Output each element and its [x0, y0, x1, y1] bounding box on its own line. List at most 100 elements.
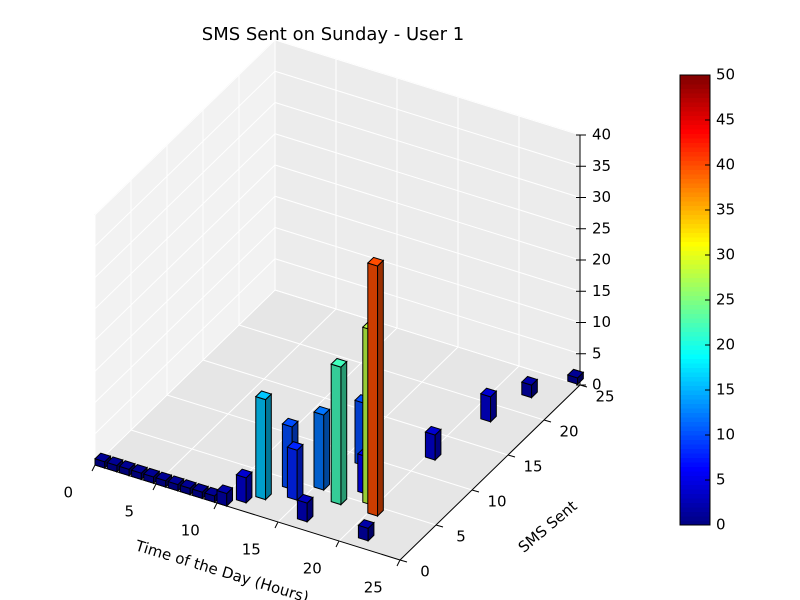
- colorbar-segment: [680, 241, 710, 247]
- colorbar-segment: [680, 399, 710, 404]
- colorbar-segment: [680, 435, 710, 440]
- colorbar-segment: [680, 196, 710, 202]
- colorbar-segment: [680, 75, 710, 80]
- colorbar-segment: [680, 394, 710, 400]
- colorbar-segment: [680, 376, 710, 382]
- y-tick: [507, 454, 516, 458]
- colorbar-segment: [680, 142, 710, 148]
- colorbar-segment: [680, 97, 710, 103]
- grid-line: [94, 39, 581, 216]
- colorbar-segment: [680, 318, 710, 323]
- bar-side: [377, 259, 384, 518]
- grid-line: [94, 258, 581, 435]
- z-tick-label: 0: [592, 376, 602, 394]
- x-tick: [396, 559, 401, 567]
- colorbar-segment: [680, 156, 710, 161]
- x-tick-label: 0: [64, 484, 74, 502]
- colorbar-segment: [680, 295, 710, 301]
- colorbar-segment: [680, 457, 710, 463]
- bar: [424, 425, 442, 462]
- colorbar-segment: [680, 183, 710, 188]
- x-tick: [335, 540, 340, 548]
- bar: [235, 468, 253, 505]
- x-tick-label: 20: [303, 560, 322, 578]
- grid-line: [94, 289, 581, 466]
- colorbar-segment: [680, 336, 710, 341]
- colorbar-segment: [680, 475, 710, 481]
- bar: [94, 452, 112, 470]
- colorbar-segment: [680, 255, 710, 260]
- grid-line: [94, 195, 581, 372]
- bar-side: [323, 408, 331, 492]
- colorbar-segment: [680, 453, 710, 458]
- bar-top: [286, 441, 304, 451]
- x-tick-label: 5: [125, 503, 135, 521]
- z-tick-label: 40: [592, 126, 611, 144]
- colorbar-segment: [680, 309, 710, 314]
- colorbar-segment: [680, 219, 710, 224]
- colorbar-segment: [680, 273, 710, 278]
- colorbar-tick-label: 50: [716, 66, 735, 84]
- colorbar-segment: [680, 444, 710, 449]
- colorbar-segment: [680, 480, 710, 485]
- colorbar-segment: [680, 313, 710, 319]
- colorbar-segment: [680, 178, 710, 184]
- colorbar-segment: [680, 205, 710, 211]
- colorbar-segment: [680, 151, 710, 157]
- colorbar-segment: [680, 88, 710, 94]
- colorbar-segment: [680, 466, 710, 472]
- colorbar-segment: [680, 349, 710, 355]
- colorbar-segment: [680, 502, 710, 508]
- bar: [479, 387, 498, 424]
- x-tick-label: 10: [181, 522, 200, 540]
- colorbar-segment: [680, 331, 710, 337]
- y-axis-line: [399, 384, 581, 561]
- z-tick-label: 15: [592, 282, 611, 300]
- colorbar-segment: [680, 268, 710, 274]
- bar-top: [254, 390, 273, 401]
- colorbar-segment: [680, 160, 710, 166]
- colorbar-segment: [680, 327, 710, 332]
- colorbar-tick-label: 10: [716, 426, 735, 444]
- colorbar-segment: [680, 507, 710, 512]
- bar-front: [296, 499, 308, 523]
- colorbar-segment: [680, 246, 710, 251]
- colorbar-segment: [680, 79, 710, 85]
- bar-top: [520, 375, 539, 386]
- bar-top: [313, 405, 331, 416]
- y-tick-label: 25: [595, 388, 614, 406]
- colorbar-segment: [680, 381, 710, 386]
- colorbar-tick-label: 5: [716, 471, 726, 489]
- bar: [142, 467, 161, 485]
- bar: [296, 493, 314, 524]
- bar: [167, 475, 185, 493]
- y-tick-label: 20: [559, 423, 578, 441]
- bar-top: [235, 468, 253, 479]
- colorbar-segment: [680, 192, 710, 197]
- colorbar-segment: [680, 174, 710, 179]
- x-axis-label: Time of the Day (Hours): [132, 536, 310, 600]
- colorbar-segment: [680, 106, 710, 112]
- colorbar-segment: [680, 354, 710, 359]
- x-tick: [274, 521, 279, 529]
- colorbar-segment: [680, 426, 710, 431]
- colorbar-segment: [680, 367, 710, 373]
- colorbar-tick-label: 0: [716, 516, 726, 534]
- bar-front: [313, 411, 325, 491]
- y-tick-label: 5: [456, 528, 466, 546]
- bar: [330, 357, 348, 506]
- bar-top: [142, 467, 161, 478]
- bar-top: [155, 471, 173, 482]
- colorbar-segment: [680, 484, 710, 490]
- colorbar-segment: [680, 232, 710, 238]
- bar: [366, 256, 385, 518]
- colorbar-segment: [680, 282, 710, 287]
- bar: [191, 482, 210, 500]
- colorbar-segment: [680, 385, 710, 391]
- colorbar-tick-label: 45: [716, 111, 735, 129]
- colorbar-segment: [680, 214, 710, 220]
- x-tick: [91, 464, 96, 472]
- bar: [254, 390, 273, 501]
- colorbar-segment: [680, 228, 710, 233]
- bar-top: [566, 368, 585, 379]
